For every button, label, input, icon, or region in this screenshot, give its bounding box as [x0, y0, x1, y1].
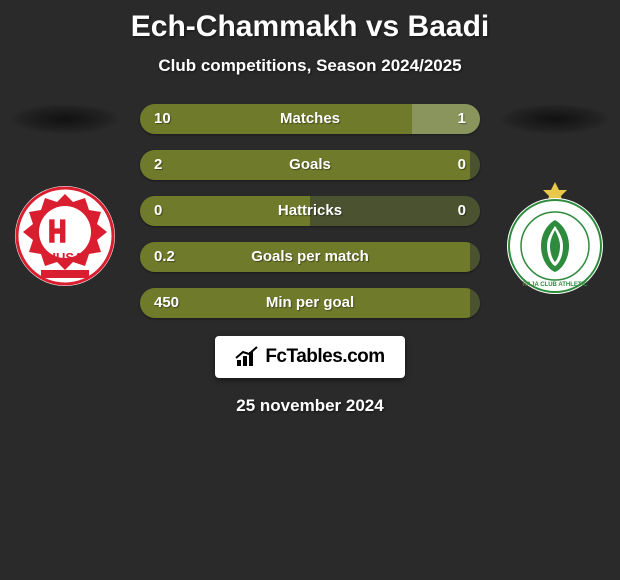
page-subtitle: Club competitions, Season 2024/2025 [0, 56, 620, 76]
brand-prefix: Fc [265, 346, 286, 367]
left-side: HUSA [10, 104, 120, 296]
stat-label: Min per goal [140, 288, 480, 318]
footer: FcTables.com 25 november 2024 [0, 336, 620, 416]
shadow-oval-right [500, 104, 610, 134]
stat-label: Hattricks [140, 196, 480, 226]
page-title: Ech-Chammakh vs Baadi [0, 0, 620, 44]
stat-label: Matches [140, 104, 480, 134]
svg-text:HUSA: HUSA [47, 250, 84, 265]
raja-crest-icon: RAJA CLUB ATHLETIC [505, 176, 605, 296]
stat-bar: 450 Min per goal [140, 288, 480, 318]
stat-bar: 0.2 Goals per match [140, 242, 480, 272]
footer-date: 25 november 2024 [236, 396, 383, 416]
stat-label: Goals per match [140, 242, 480, 272]
brand-suffix: Tables.com [287, 346, 385, 367]
stat-value-right: 0 [458, 196, 466, 226]
stat-bars: 10 Matches 1 2 Goals 0 0 Hattricks 0 0.2… [140, 104, 480, 318]
stat-bar: 10 Matches 1 [140, 104, 480, 134]
main-layout: HUSA 10 Matches 1 2 Goals 0 0 Hattricks … [0, 104, 620, 318]
bar-chart-icon [235, 346, 259, 368]
brand-text: FcTables.com [265, 346, 384, 368]
stat-label: Goals [140, 150, 480, 180]
brand-logo: FcTables.com [215, 336, 404, 378]
husa-crest-icon: HUSA [15, 176, 115, 296]
right-side: RAJA CLUB ATHLETIC [500, 104, 610, 296]
crest-right: RAJA CLUB ATHLETIC [505, 176, 605, 296]
stat-bar: 2 Goals 0 [140, 150, 480, 180]
svg-text:RAJA CLUB ATHLETIC: RAJA CLUB ATHLETIC [522, 282, 588, 288]
stat-bar: 0 Hattricks 0 [140, 196, 480, 226]
shadow-oval-left [10, 104, 120, 134]
stat-value-right: 1 [458, 104, 466, 134]
stat-value-right: 0 [458, 150, 466, 180]
crest-left: HUSA [15, 176, 115, 296]
